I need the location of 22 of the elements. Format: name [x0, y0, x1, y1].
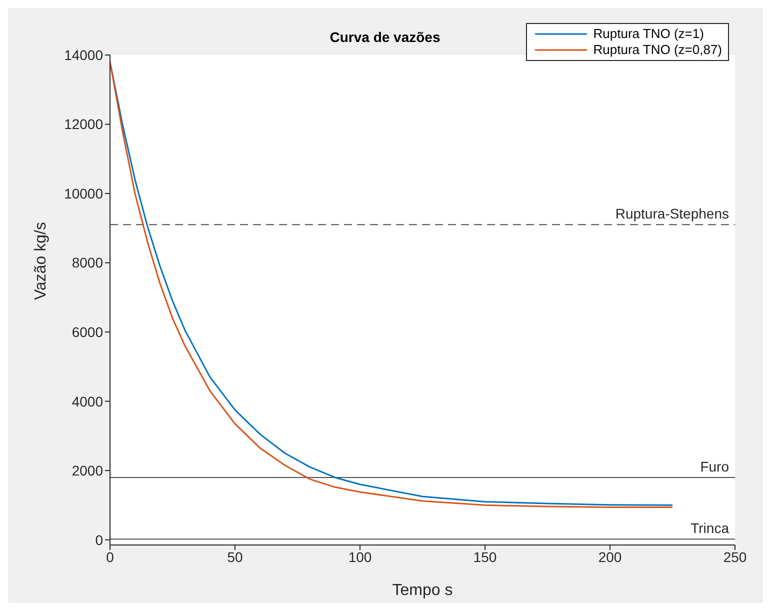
y-tick-label: 12000: [64, 116, 104, 132]
legend-label: Ruptura TNO (z=0,87): [593, 42, 722, 58]
x-tick-label: 250: [723, 548, 747, 565]
ref-line-label: Trinca: [690, 520, 730, 536]
x-tick-label: 100: [348, 548, 372, 565]
ref-line-label: Ruptura-Stephens: [615, 206, 729, 222]
ref-line-label: Furo: [700, 458, 730, 474]
y-tick-label: 6000: [72, 324, 104, 340]
chart-title: Curva de vazões: [330, 29, 440, 45]
y-tick-label: 8000: [72, 254, 104, 271]
x-tick-label: 200: [598, 548, 622, 565]
x-tick-label: 150: [473, 548, 497, 565]
x-tick-label: 50: [227, 548, 243, 565]
y-axis-title: Vazão kg/s: [32, 222, 50, 300]
x-tick-label: 0: [106, 548, 114, 565]
y-tick-label: 2000: [72, 462, 104, 479]
y-tick-label: 4000: [72, 393, 104, 410]
legend-label: Ruptura TNO (z=1): [593, 26, 704, 42]
y-tick-label: 14000: [64, 46, 104, 63]
y-tick-label: 0: [95, 532, 104, 548]
x-axis-title: Tempo s: [392, 582, 453, 599]
y-tick-label: 10000: [64, 185, 104, 202]
